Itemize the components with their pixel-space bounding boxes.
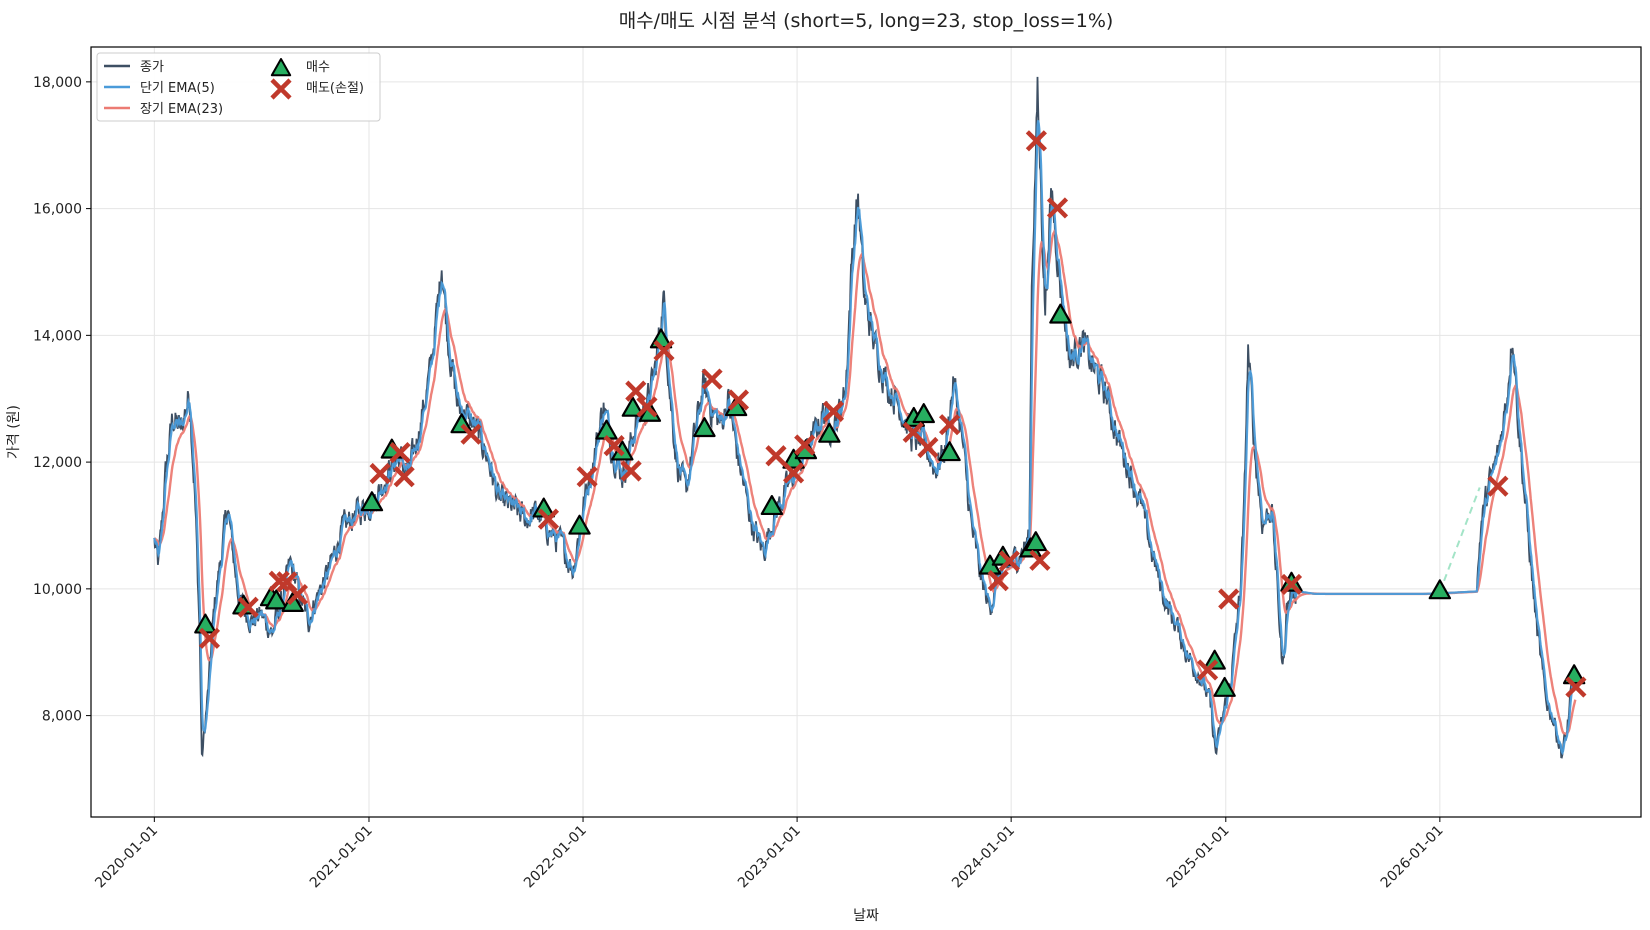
sell-marker (938, 414, 961, 436)
x-tick-label: 2023-01-01 (735, 823, 804, 892)
sell-marker (625, 380, 647, 402)
y-tick-label: 16,000 (33, 202, 82, 218)
sell-marker (653, 339, 675, 362)
x-axis-label: 날짜 (853, 908, 879, 924)
sell-marker (268, 570, 290, 592)
sell-marker (727, 389, 750, 411)
sell-marker (1046, 197, 1069, 219)
buy-legend-swatch (270, 58, 292, 77)
buy-legend-label: 매수 (306, 60, 330, 75)
sell-marker (701, 368, 723, 390)
buy-marker (818, 422, 841, 443)
grid-lines (91, 47, 1641, 817)
sell-marker (369, 462, 391, 485)
x-tick-label: 2020-01-01 (92, 823, 161, 892)
x-tick-label: 2021-01-01 (307, 823, 376, 892)
x-tick-label: 2022-01-01 (521, 823, 590, 892)
sell-marker (1197, 659, 1219, 681)
legend-box (96, 52, 381, 122)
plot-frame (90, 46, 1642, 818)
buy-marker (1024, 531, 1047, 552)
sell-marker (237, 596, 259, 618)
buy-marker (265, 589, 288, 610)
ema_long-legend-label: 장기 EMA(23) (140, 102, 223, 117)
ema_short-legend-label: 단기 EMA(5) (140, 81, 215, 96)
x-tick-label: 2024-01-01 (949, 823, 1018, 892)
sell-marker (822, 400, 845, 422)
close-legend-label: 종가 (140, 60, 164, 75)
sell-marker (620, 460, 642, 482)
buy-marker (938, 441, 961, 462)
sell-marker (782, 462, 805, 484)
sell-marker (917, 436, 939, 459)
flat-gap-connector-line (1438, 487, 1481, 593)
y-tick-label: 8,000 (42, 709, 82, 725)
sell-marker (636, 396, 658, 418)
sell-marker (576, 466, 598, 488)
sell-legend-label: 매도(손절) (306, 81, 364, 96)
sell-marker (1029, 549, 1051, 571)
sell-marker (1025, 130, 1047, 152)
sell-marker (1565, 676, 1587, 698)
buy-marker (360, 491, 384, 512)
buy-marker (912, 403, 935, 424)
x-tick-label: 2026-01-01 (1378, 823, 1447, 892)
sell-marker (998, 550, 1020, 572)
buy-marker (1203, 649, 1226, 670)
buy-marker (568, 514, 591, 535)
sell-marker (794, 434, 816, 456)
sell-marker (1487, 475, 1509, 497)
sell-marker (1280, 573, 1303, 596)
y-tick-label: 14,000 (33, 328, 82, 344)
sell-marker (460, 423, 482, 445)
short-ema-line (153, 120, 1577, 756)
y-tick-label: 10,000 (33, 582, 82, 598)
buy-marker (621, 396, 645, 417)
buy-marker (1049, 303, 1072, 324)
sell-marker (286, 583, 309, 606)
x-axis-ticks: 2020-01-01 2021-01-01 2022-01-01 2023-01-01… (92, 817, 1447, 892)
buy-marker (1213, 676, 1236, 697)
signal-markers (194, 130, 1587, 698)
sell-marker (393, 466, 415, 488)
long-ema-line (153, 229, 1577, 736)
y-axis-ticks: 8,000 10,000 12,000 14,000 16,000 18,000 (33, 75, 91, 725)
sell-marker (603, 435, 625, 457)
sell-marker (537, 508, 560, 530)
buy-marker (760, 494, 784, 516)
y-tick-label: 12,000 (33, 455, 82, 471)
x-tick-label: 2025-01-01 (1164, 823, 1233, 892)
sell-marker (198, 627, 221, 649)
buy-marker (693, 417, 716, 438)
y-axis-label: 가격 (원) (6, 405, 22, 459)
close-price-line (153, 76, 1577, 759)
sell-marker (765, 445, 787, 467)
buy-marker (1428, 579, 1452, 600)
sell-marker (1218, 588, 1240, 610)
chart-title: 매수/매도 시점 분석 (short=5, long=23, stop_loss… (619, 10, 1114, 32)
sell-legend-swatch (270, 78, 292, 100)
sell-marker (389, 442, 411, 464)
y-tick-label: 18,000 (33, 75, 82, 91)
sell-marker (987, 570, 1009, 592)
